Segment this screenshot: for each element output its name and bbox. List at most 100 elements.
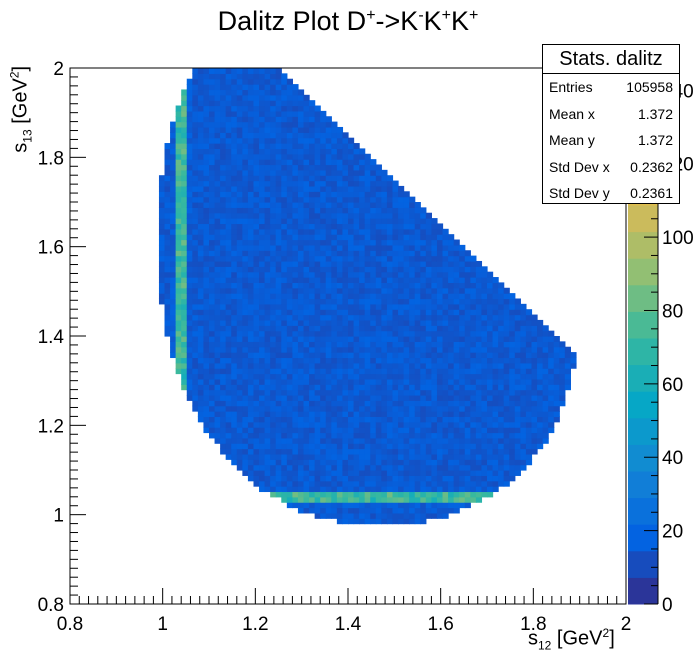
heatmap-bin <box>398 218 405 225</box>
palette-tick-label: 40 <box>662 448 683 469</box>
heatmap-bin <box>320 453 327 460</box>
heatmap-bin <box>209 271 216 278</box>
heatmap-bin <box>314 416 321 423</box>
heatmap-bin <box>481 362 488 369</box>
heatmap-bin <box>209 384 216 391</box>
heatmap-bin <box>370 314 377 321</box>
heatmap-bin <box>359 378 366 385</box>
heatmap-bin <box>197 298 205 305</box>
heatmap-bin <box>409 277 416 283</box>
heatmap-bin <box>398 459 405 466</box>
heatmap-bin <box>270 68 277 74</box>
heatmap-bin <box>342 287 349 294</box>
heatmap-bin <box>214 362 221 369</box>
heatmap-bin <box>325 309 332 316</box>
heatmap-bin <box>520 341 527 348</box>
heatmap-bin <box>359 480 366 487</box>
heatmap-bin <box>314 121 321 128</box>
heatmap-bin <box>431 421 438 428</box>
heatmap-bin <box>342 362 349 369</box>
heatmap-bin <box>220 282 227 289</box>
heatmap-bin <box>275 330 282 337</box>
heatmap-bin <box>297 443 305 450</box>
heatmap-bin <box>259 212 266 219</box>
heatmap-bin <box>564 368 571 375</box>
heatmap-bin <box>525 443 533 450</box>
heatmap-bin <box>214 126 221 133</box>
heatmap-bin <box>503 303 510 310</box>
heatmap-bin <box>464 287 471 294</box>
heatmap-bin <box>297 389 305 396</box>
heatmap-bin <box>275 153 282 160</box>
heatmap-bin <box>320 271 327 278</box>
heatmap-bin <box>286 314 293 321</box>
heatmap-bin <box>209 373 216 380</box>
heatmap-bin <box>325 480 332 487</box>
heatmap-bin <box>364 293 371 300</box>
heatmap-bin <box>403 341 410 348</box>
heatmap-bin <box>197 282 205 289</box>
heatmap-bin <box>342 394 349 401</box>
heatmap-bin <box>553 384 560 391</box>
heatmap-bin <box>292 303 299 310</box>
heatmap-bin <box>548 341 555 348</box>
heatmap-bin <box>192 357 199 364</box>
heatmap-bin <box>253 78 260 85</box>
heatmap-bin <box>464 453 471 460</box>
heatmap-bin <box>436 416 444 423</box>
heatmap-bin <box>564 352 571 359</box>
heatmap-bin <box>275 191 282 198</box>
heatmap-bin <box>270 202 277 208</box>
heatmap-bin <box>225 314 232 321</box>
heatmap-bin <box>481 271 488 278</box>
heatmap-bin <box>487 346 494 353</box>
heatmap-bin <box>286 287 293 294</box>
heatmap-bin <box>398 207 405 214</box>
heatmap-bin <box>181 207 188 214</box>
heatmap-bin <box>520 368 527 375</box>
palette-tick-label: 100 <box>662 228 694 249</box>
heatmap-bin <box>375 507 382 514</box>
heatmap-bin <box>431 250 438 257</box>
heatmap-bin <box>381 432 388 439</box>
heatmap-bin <box>259 330 266 337</box>
heatmap-bin <box>309 223 316 230</box>
heatmap-bin <box>336 244 344 251</box>
heatmap-bin <box>242 255 249 262</box>
heatmap-bin <box>520 405 527 412</box>
heatmap-bin <box>214 287 221 294</box>
heatmap-bin <box>192 309 199 316</box>
heatmap-bin <box>286 266 293 273</box>
heatmap-bin <box>175 228 182 235</box>
heatmap-bin <box>320 416 327 423</box>
heatmap-bin <box>386 191 394 198</box>
heatmap-bin <box>314 319 321 326</box>
heatmap-bin <box>364 164 371 171</box>
heatmap-bin <box>175 250 182 257</box>
heatmap-bin <box>359 244 366 251</box>
heatmap-bin <box>297 352 305 359</box>
heatmap-bin <box>425 309 432 316</box>
heatmap-bin <box>425 437 432 444</box>
heatmap-bin <box>336 400 344 407</box>
heatmap-bin <box>270 84 277 91</box>
heatmap-bin <box>470 255 477 262</box>
heatmap-bin <box>342 244 349 251</box>
heatmap-bin <box>514 459 521 466</box>
heatmap-bin <box>520 453 527 460</box>
heatmap-bin <box>236 148 243 155</box>
heatmap-bin <box>425 314 432 321</box>
heatmap-bin <box>309 153 316 160</box>
heatmap-bin <box>197 78 205 85</box>
heatmap-bin <box>292 277 299 283</box>
heatmap-bin <box>442 346 449 353</box>
heatmap-bin <box>270 464 277 471</box>
heatmap-bin <box>175 255 182 262</box>
heatmap-bin <box>375 266 382 273</box>
heatmap-bin <box>409 352 416 359</box>
heatmap-bin <box>325 491 332 498</box>
heatmap-bin <box>392 228 399 235</box>
heatmap-bin <box>398 368 405 375</box>
heatmap-bin <box>348 368 355 375</box>
heatmap-bin <box>281 143 288 149</box>
